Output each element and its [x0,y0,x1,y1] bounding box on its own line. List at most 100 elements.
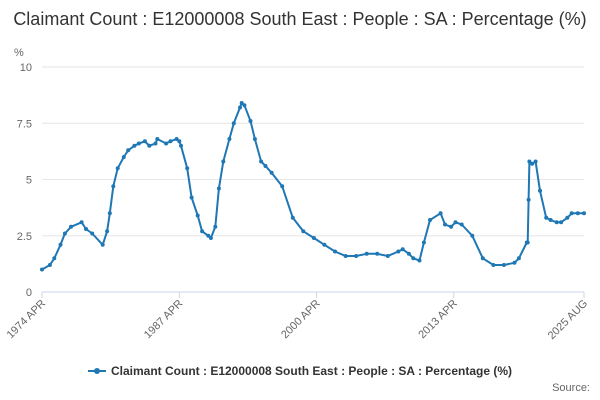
data-point[interactable] [396,249,401,254]
data-point[interactable] [142,139,147,144]
data-point[interactable] [559,220,564,225]
data-point[interactable] [213,224,218,229]
x-tick-label: 1987 APR [142,298,186,342]
data-point[interactable] [516,256,521,261]
data-point[interactable] [290,215,295,220]
data-point[interactable] [221,159,226,164]
data-point[interactable] [238,105,242,110]
data-point[interactable] [526,197,531,202]
data-point[interactable] [512,260,517,265]
data-point[interactable] [501,263,506,267]
data-point[interactable] [533,159,538,164]
data-point[interactable] [480,256,485,261]
data-point[interactable] [333,249,337,254]
data-point[interactable] [263,164,268,168]
data-point[interactable] [544,215,549,220]
data-point[interactable] [107,211,112,216]
legend-label: Claimant Count : E12000008 South East : … [111,364,512,378]
data-point[interactable] [164,141,169,146]
data-point[interactable] [259,159,264,164]
data-point[interactable] [200,229,205,234]
data-point[interactable] [242,103,247,108]
data-point[interactable] [548,218,553,222]
data-point[interactable] [239,101,244,105]
x-tick-label: 2000 APR [279,298,323,342]
data-point[interactable] [449,224,454,229]
y-axis-ticks: 0 2.5 5 7.5 10 [17,62,32,299]
data-point[interactable] [438,211,443,216]
chart-title: Claimant Count : E12000008 South East : … [13,9,587,29]
data-point[interactable] [364,251,369,256]
data-point[interactable] [575,211,580,216]
legend-marker-icon [88,366,106,376]
data-point[interactable] [459,222,464,227]
data-point[interactable] [189,195,194,200]
data-point[interactable] [400,247,405,252]
y-tick-label: 10 [20,62,32,74]
data-point[interactable] [147,143,152,148]
data-point[interactable] [525,240,530,245]
data-point[interactable] [136,141,141,146]
data-point[interactable] [47,263,52,267]
data-point[interactable] [569,211,574,216]
data-point[interactable] [126,148,131,153]
data-point[interactable] [177,139,182,144]
data-point[interactable] [527,159,532,164]
data-point[interactable] [421,240,426,245]
data-point[interactable] [301,229,306,234]
legend[interactable]: Claimant Count : E12000008 South East : … [0,364,600,378]
data-point[interactable] [52,256,57,261]
data-point[interactable] [62,231,67,236]
y-tick-label: 5 [26,175,32,187]
data-point[interactable] [84,227,88,231]
data-point[interactable] [375,251,380,256]
data-point[interactable] [385,254,390,258]
data-point[interactable] [565,215,570,220]
data-point[interactable] [538,188,542,193]
data-point[interactable] [322,242,327,247]
data-point[interactable] [417,258,422,263]
data-point[interactable] [554,220,559,225]
data-point[interactable] [428,218,432,222]
data-point[interactable] [411,256,416,261]
data-point[interactable] [343,254,348,258]
data-point[interactable] [155,137,160,141]
data-point[interactable] [354,254,359,258]
data-point[interactable] [168,139,173,144]
data-point[interactable] [115,166,120,171]
data-point[interactable] [179,143,183,148]
data-point[interactable] [227,137,232,141]
data-point[interactable] [79,220,84,225]
data-point[interactable] [153,141,158,146]
data-point[interactable] [311,236,316,240]
data-point[interactable] [121,155,126,159]
data-point[interactable] [582,211,586,216]
data-point[interactable] [248,119,253,123]
data-point[interactable] [216,186,221,191]
data-point[interactable] [40,267,44,272]
x-tick-label: 1974 APR [5,298,49,342]
data-point[interactable] [105,229,110,234]
y-axis-label: % [14,47,24,59]
data-point[interactable] [406,251,411,256]
data-point[interactable] [491,263,496,267]
data-point[interactable] [111,184,116,189]
data-point[interactable] [443,222,447,227]
data-point[interactable] [100,242,105,247]
x-tick-label: 2025 AUG [546,298,590,342]
data-point[interactable] [252,137,257,141]
data-point[interactable] [90,231,95,236]
data-point[interactable] [453,220,458,225]
data-point[interactable] [470,233,475,238]
data-point[interactable] [174,137,179,141]
data-point[interactable] [269,170,274,175]
data-point[interactable] [185,166,190,171]
data-point[interactable] [69,224,73,229]
data-point[interactable] [280,184,285,189]
data-point[interactable] [208,236,213,240]
data-point[interactable] [231,121,236,126]
data-point[interactable] [530,161,535,166]
data-point[interactable] [195,213,200,218]
data-point[interactable] [58,242,63,247]
data-point[interactable] [132,143,137,148]
